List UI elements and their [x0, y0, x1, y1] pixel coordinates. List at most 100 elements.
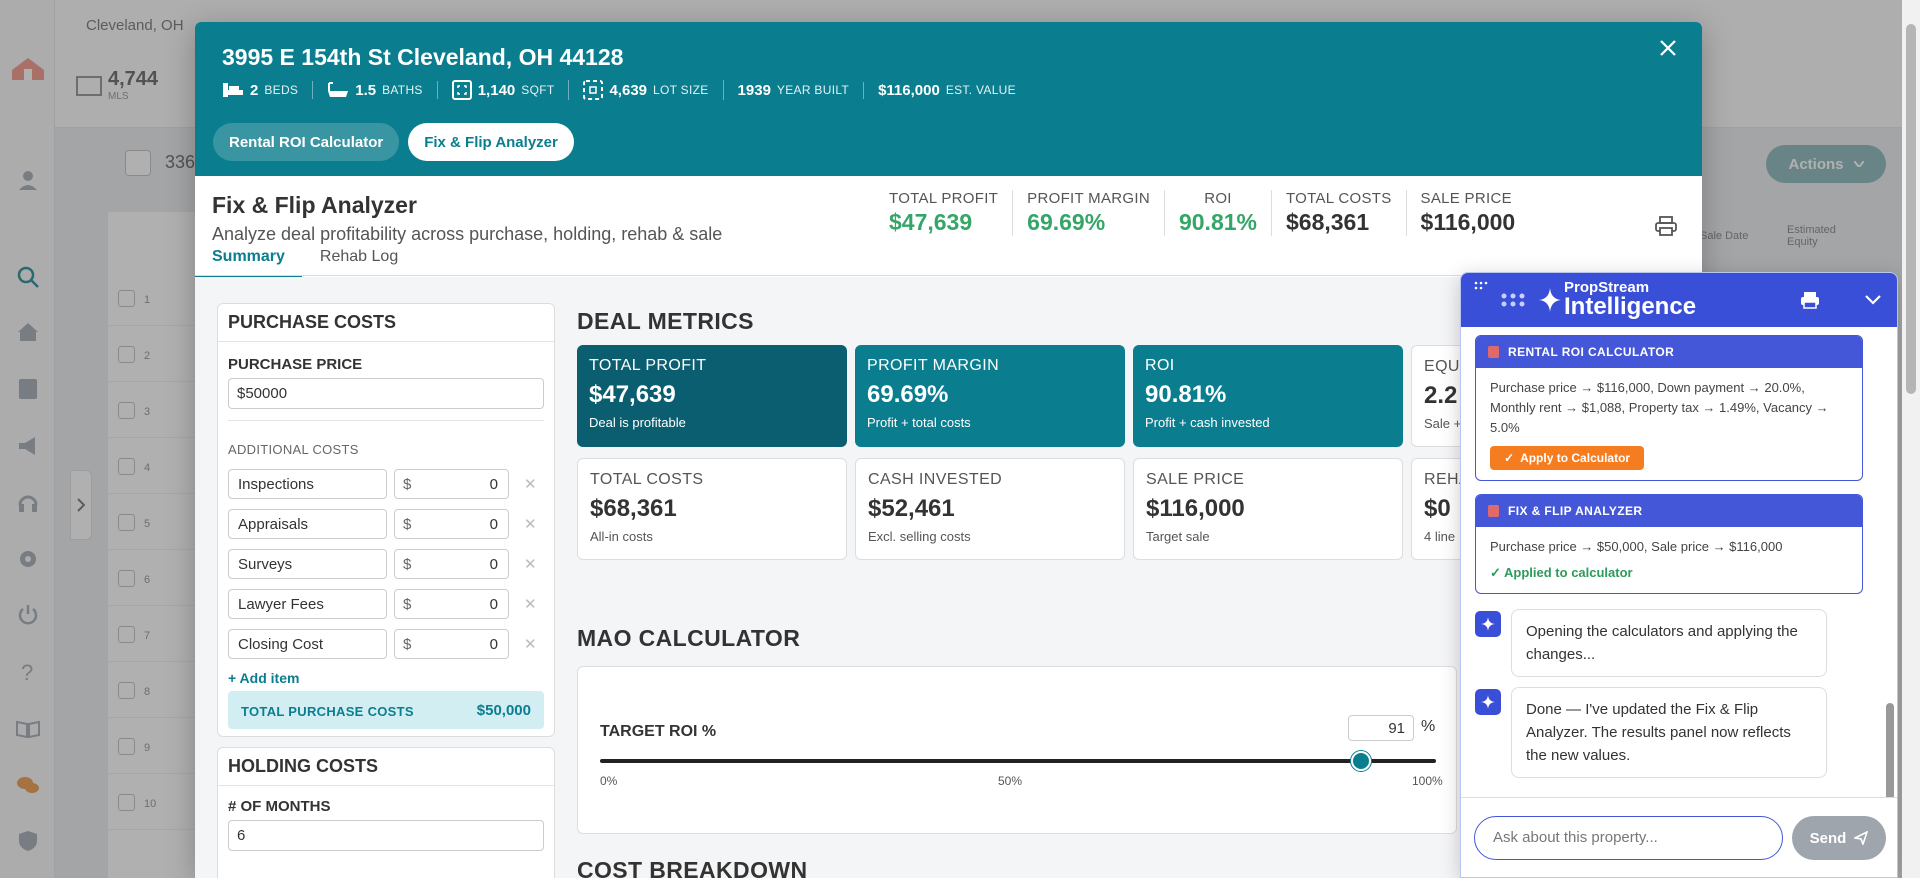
purchase-costs-card: PURCHASE COSTS PURCHASE PRICE $50000 ADD… [217, 303, 555, 737]
remove-item-icon[interactable]: ✕ [524, 636, 537, 653]
tool-card-body: Purchase price → $50,000, Sale price → $… [1476, 527, 1862, 593]
remove-item-icon[interactable]: ✕ [524, 556, 537, 573]
metric-sub: Profit + total costs [867, 415, 971, 430]
cost-item-amount[interactable]: $0 [394, 549, 509, 579]
row-checkbox[interactable] [118, 290, 135, 307]
tab-summary[interactable]: Summary [195, 248, 302, 279]
analyzer-subtabs: Summary Rehab Log [195, 248, 399, 279]
target-roi-input[interactable]: 91 [1348, 715, 1414, 741]
cost-item-amount[interactable]: $0 [394, 509, 509, 539]
close-icon[interactable] [1656, 36, 1680, 60]
kpi-value: $68,361 [1285, 209, 1370, 235]
row-checkbox[interactable] [118, 514, 135, 531]
purchase-price-input[interactable]: $50000 [228, 378, 544, 409]
drag-handle-icon[interactable] [1474, 281, 1488, 293]
cost-item-name[interactable]: Appraisals [228, 509, 387, 539]
scrollbar-thumb[interactable] [1886, 703, 1894, 853]
expand-panel-button[interactable] [70, 470, 92, 540]
gear-icon[interactable] [14, 545, 42, 573]
property-calculator-modal: 3995 E 154th St Cleveland, OH 44128 2 BED… [195, 22, 1702, 878]
kpi-total-costs: TOTAL COSTS $68,361 [1270, 190, 1406, 236]
cost-item-row: Inspections $0 ✕ [228, 469, 548, 499]
chat-icon[interactable] [14, 771, 42, 799]
tool-card-text: Purchase price → $50,000, Sale price → $… [1490, 539, 1783, 554]
metric-card: ROI 90.81% Profit + cash invested [1133, 345, 1403, 447]
tab-rental-roi[interactable]: Rental ROI Calculator [213, 123, 400, 161]
row-checkbox[interactable] [118, 346, 135, 363]
scrollbar-thumb[interactable] [1906, 24, 1916, 394]
cost-item-value: 0 [489, 476, 498, 493]
remove-item-icon[interactable]: ✕ [524, 476, 537, 493]
cost-item-amount[interactable]: $0 [394, 629, 509, 659]
select-all-checkbox[interactable] [125, 150, 151, 176]
spec-unit: EST. VALUE [945, 83, 1016, 97]
metric-sub: Deal is profitable [589, 415, 686, 430]
row-checkbox[interactable] [118, 794, 135, 811]
cost-item-amount[interactable]: $0 [394, 589, 509, 619]
metric-sub: 4 line [1424, 529, 1456, 544]
cost-item-name[interactable]: Lawyer Fees [228, 589, 387, 619]
contacts-icon[interactable] [14, 375, 42, 403]
send-button[interactable]: Send [1792, 816, 1886, 860]
spec-beds: 2 BEDS [222, 81, 314, 99]
propstream-intelligence-panel: PropStream Intelligence RENTAL ROI CALCU… [1460, 272, 1898, 878]
target-roi-slider[interactable] [600, 751, 1436, 771]
sqft-icon [451, 80, 472, 100]
book-icon[interactable] [14, 715, 42, 743]
cost-item-amount[interactable]: $0 [394, 469, 509, 499]
power-icon[interactable] [14, 601, 42, 629]
collapse-chevron-icon[interactable] [1865, 295, 1881, 305]
megaphone-icon[interactable] [14, 432, 42, 460]
remove-item-icon[interactable]: ✕ [524, 596, 537, 613]
ai-scrollbar[interactable] [1886, 385, 1894, 853]
applied-label: Applied to calculator [1504, 565, 1633, 580]
column-header-estimated-equity[interactable]: Estimated Equity [1787, 224, 1836, 248]
metric-card: TOTAL PROFIT $47,639 Deal is profitable [577, 345, 847, 447]
page-scrollbar[interactable] [1902, 0, 1920, 878]
print-icon[interactable] [1800, 291, 1820, 309]
metric-value: $47,639 [589, 381, 676, 408]
help-icon[interactable]: ? [14, 658, 42, 686]
user-icon[interactable] [14, 166, 42, 194]
row-checkbox[interactable] [118, 682, 135, 699]
actions-button[interactable]: Actions [1766, 145, 1886, 183]
metric-sub: Excl. selling costs [868, 529, 971, 544]
row-checkbox[interactable] [118, 738, 135, 755]
location-search[interactable]: Cleveland, OH [86, 17, 184, 34]
shield-icon[interactable] [14, 827, 42, 855]
column-header-sale-date[interactable]: Sale Date [1700, 230, 1749, 242]
chevron-down-icon [1853, 161, 1864, 167]
cost-item-name[interactable]: Inspections [228, 469, 387, 499]
row-checkbox[interactable] [118, 570, 135, 587]
holding-costs-card: HOLDING COSTS # OF MONTHS 6 [217, 747, 555, 878]
currency-symbol: $ [403, 476, 412, 493]
metric-sub: Profit + cash invested [1145, 415, 1270, 430]
cost-item-row: Appraisals $0 ✕ [228, 509, 548, 539]
row-number: 2 [144, 350, 151, 362]
ai-question-input[interactable]: Ask about this property... [1474, 816, 1783, 860]
print-icon[interactable] [1655, 216, 1677, 236]
tab-fix-flip[interactable]: Fix & Flip Analyzer [408, 123, 574, 161]
metric-sub: Sale + [1424, 416, 1462, 431]
row-checkbox[interactable] [118, 402, 135, 419]
home-icon[interactable] [14, 318, 42, 346]
add-item-button[interactable]: + Add item [228, 670, 299, 686]
metric-value: $0 [1424, 495, 1451, 522]
slider-thumb[interactable] [1350, 751, 1371, 771]
ai-avatar-icon [1475, 689, 1501, 715]
kpi-value: 90.81% [1178, 209, 1257, 235]
row-checkbox[interactable] [118, 626, 135, 643]
apply-to-calculator-button[interactable]: ✓ Apply to Calculator [1490, 446, 1645, 470]
metric-label: SALE PRICE [1146, 471, 1245, 488]
row-number: 8 [144, 686, 151, 698]
row-checkbox[interactable] [118, 458, 135, 475]
remove-item-icon[interactable]: ✕ [524, 516, 537, 533]
search-icon[interactable] [14, 263, 42, 291]
months-input[interactable]: 6 [228, 820, 544, 851]
spec-baths: 1.5 BATHS [327, 81, 438, 99]
total-purchase-costs: TOTAL PURCHASE COSTS $50,000 [228, 691, 544, 729]
headset-icon[interactable] [14, 489, 42, 517]
tab-rehab-log[interactable]: Rehab Log [319, 248, 399, 265]
cost-item-name[interactable]: Closing Cost [228, 629, 387, 659]
cost-item-name[interactable]: Surveys [228, 549, 387, 579]
